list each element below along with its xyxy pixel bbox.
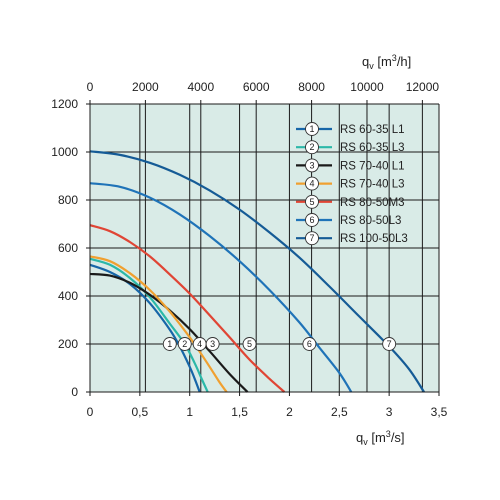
x-top-tick-label-1: 2000: [132, 80, 159, 94]
legend-item-4: 4 RS 70-40 L3: [296, 176, 405, 191]
x-top-tick-label-4: 8000: [298, 80, 325, 94]
legend-item-7: 7 RS 100-50L3: [296, 231, 408, 246]
x-bottom-tick-label-0: 0: [87, 405, 94, 419]
curve-marker-3: 3: [205, 337, 220, 351]
legend-number-circle-7: [305, 231, 319, 246]
x-top-tick-label-5: 10000: [350, 80, 384, 94]
y-tick-label-5: 1000: [51, 145, 78, 159]
x-bottom-tick-label-2: 1: [186, 405, 193, 419]
legend-number-circle-6: [305, 213, 319, 227]
x-top-axis-title: qv [m3/h]: [362, 53, 411, 71]
curve-marker-5: 5: [242, 337, 257, 351]
x-bottom-tick-label-6: 3: [386, 405, 393, 419]
curve-marker-circle-1: [162, 337, 177, 351]
curve-marker-circle-6: [302, 337, 317, 351]
curve-5: [89, 224, 286, 393]
curve-marker-circle-3: [205, 337, 220, 351]
curve-marker-label-5: 5: [247, 339, 252, 349]
curve-marker-1: 1: [162, 337, 177, 351]
y-tick-label-0: 0: [71, 385, 78, 399]
curve-marker-circle-2: [177, 337, 192, 351]
legend-label-7: RS 100-50L3: [340, 233, 408, 245]
x-bottom-tick-label-1: 0,5: [132, 405, 149, 419]
curve-1: [89, 263, 201, 393]
y-tick-label-1: 200: [58, 337, 78, 351]
curve-6: [89, 182, 353, 393]
x-top-tick-label-0: 0: [87, 80, 94, 94]
curve-marker-label-3: 3: [210, 339, 215, 349]
x-top-tick-label-2: 4000: [187, 80, 214, 94]
legend-label-6: RS 80-50L3: [340, 215, 401, 227]
legend: 1 RS 60-35 L1 2 RS 60-35 L3 3 RS 70-40 L1 4 RS …: [296, 122, 408, 246]
curve-marker-6: 6: [302, 337, 317, 351]
legend-number-2: 2: [309, 142, 314, 152]
y-tick-label-3: 600: [58, 241, 78, 255]
y-tick-label-6: 1200: [51, 97, 78, 111]
legend-number-circle-5: [305, 194, 319, 209]
legend-label-2: RS 60-35 L3: [340, 142, 405, 154]
x-top-tick-label-6: 12000: [406, 80, 440, 94]
curve-4: [89, 255, 228, 393]
legend-item-3: 3 RS 70-40 L1: [296, 158, 405, 173]
legend-item-5: 5 RS 80-50M3: [296, 194, 405, 209]
legend-number-4: 4: [309, 179, 314, 189]
legend-number-1: 1: [309, 124, 314, 134]
y-tick-label-2: 400: [58, 289, 78, 303]
x-bottom-tick-label-5: 2,5: [331, 405, 348, 419]
curve-marker-label-2: 2: [182, 339, 187, 349]
legend-item-2: 2 RS 60-35 L3: [296, 140, 405, 155]
legend-number-3: 3: [309, 160, 314, 170]
legend-item-6: 6 RS 80-50L3: [296, 213, 401, 227]
curve-marker-label-4: 4: [197, 339, 202, 349]
x-bottom-tick-label-3: 1,5: [231, 405, 248, 419]
curve-group: [89, 150, 425, 393]
legend-label-3: RS 70-40 L1: [340, 160, 405, 172]
axes-group: 0 0,5 1 1,5 2 2,5 3 3,50 2000 4000 6000 8000 10000 12…: [51, 80, 447, 419]
legend-label-5: RS 80-50M3: [340, 197, 405, 209]
legend-number-circle-2: [305, 140, 319, 155]
curve-marker-label-1: 1: [167, 339, 172, 349]
x-bottom-tick-label-7: 3,5: [431, 405, 448, 419]
curve-marker-4: 4: [192, 337, 207, 351]
curve-marker-label-6: 6: [307, 339, 312, 349]
curve-2: [89, 257, 209, 393]
curve-marker-label-7: 7: [387, 339, 392, 349]
y-tick-label-4: 800: [58, 193, 78, 207]
x-top-tick-label-3: 6000: [243, 80, 270, 94]
curve-marker-circle-7: [382, 337, 397, 351]
legend-number-circle-4: [305, 176, 319, 191]
x-bottom-axis-title: qv [m3/s]: [356, 429, 405, 447]
curve-marker-circle-5: [242, 337, 257, 351]
legend-number-5: 5: [309, 197, 314, 207]
legend-item-1: 1 RS 60-35 L1: [296, 122, 405, 136]
legend-number-6: 6: [309, 215, 314, 225]
legend-number-circle-1: [305, 122, 319, 136]
legend-label-1: RS 60-35 L1: [340, 124, 405, 136]
legend-number-7: 7: [309, 233, 314, 243]
legend-number-circle-3: [305, 158, 319, 173]
legend-label-4: RS 70-40 L3: [340, 179, 405, 191]
x-bottom-tick-label-4: 2: [286, 405, 293, 419]
curve-marker-2: 2: [177, 337, 192, 351]
curve-marker-7: 7: [382, 337, 397, 351]
